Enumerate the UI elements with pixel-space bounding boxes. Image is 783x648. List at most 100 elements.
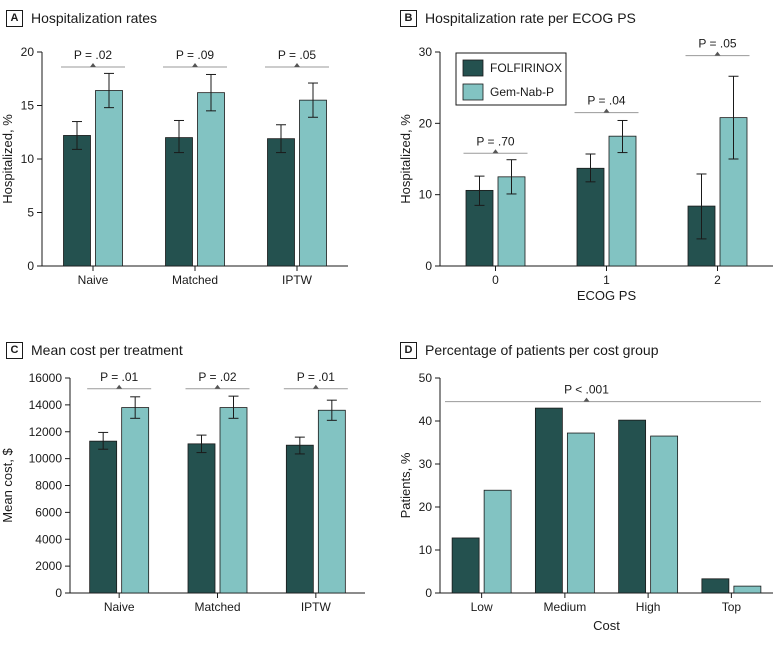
bar-folfirinox <box>534 407 563 594</box>
bar-folfirinox <box>451 537 480 594</box>
bar-folfirinox <box>267 138 295 267</box>
bar-gem-nab-p <box>483 489 512 594</box>
panel-d-title: Percentage of patients per cost group <box>425 342 659 358</box>
x-tick-label: 1 <box>603 273 610 287</box>
bar-folfirinox <box>701 578 730 594</box>
y-tick-label: 14000 <box>29 398 63 412</box>
p-value-label: P = .09 <box>176 48 214 62</box>
p-value-marker <box>714 51 721 56</box>
y-axis-label: Hospitalized, % <box>0 114 15 204</box>
x-tick-label: Top <box>722 600 742 614</box>
bar-gem-nab-p <box>197 92 225 267</box>
bar-gem-nab-p <box>299 99 327 267</box>
p-value-label: P = .70 <box>476 134 514 148</box>
p-value-label: P < .001 <box>564 383 609 397</box>
p-value-label: P = .02 <box>74 48 112 62</box>
y-tick-label: 16000 <box>29 371 63 385</box>
p-value-label: P = .04 <box>587 94 625 108</box>
p-value-marker <box>116 384 123 389</box>
panel-c-letter: C <box>6 341 23 359</box>
p-value-label: P = .01 <box>100 370 138 384</box>
p-value-marker <box>583 397 590 402</box>
x-tick-label: Low <box>471 600 493 614</box>
x-tick-label: Matched <box>194 600 240 614</box>
panel-a: A Hospitalization rates 0 5 10 15 20 Hospital… <box>0 8 380 308</box>
chart-c: 0 2000 4000 6000 8000 10000 12000 14000 16000 Mea… <box>0 370 365 614</box>
p-value-marker <box>603 108 610 113</box>
p-value-label: P = .01 <box>297 370 335 384</box>
bar-gem-nab-p <box>121 407 150 594</box>
y-tick-label: 0 <box>27 259 34 273</box>
legend-swatch <box>462 59 484 77</box>
x-axis-label: ECOG PS <box>577 288 637 303</box>
y-tick-label: 20 <box>419 500 433 514</box>
panel-a-title: Hospitalization rates <box>31 10 158 26</box>
x-tick-label: Naive <box>78 273 109 287</box>
p-value-marker <box>214 384 221 389</box>
bar-gem-nab-p <box>566 432 595 594</box>
bar-gem-nab-p <box>317 409 346 594</box>
x-tick-label: High <box>636 600 661 614</box>
panel-a-header: A Hospitalization rates <box>6 8 157 28</box>
x-tick-label: IPTW <box>301 600 332 614</box>
p-value-marker <box>192 62 198 67</box>
y-tick-label: 30 <box>419 457 433 471</box>
chart-a: 0 5 10 15 20 Hospitalized, % Naive Matched IPTW P… <box>0 45 348 287</box>
bar-gem-nab-p <box>608 135 637 267</box>
panel-b-letter: B <box>400 9 417 27</box>
x-axis-label: Cost <box>593 618 620 633</box>
y-tick-label: 10000 <box>29 452 63 466</box>
y-tick-label: 10 <box>419 543 433 557</box>
y-tick-label: 10 <box>21 152 35 166</box>
y-tick-label: 6000 <box>35 505 62 519</box>
chart-b: 0 10 20 30 Hospitalized, % 0 1 2 P = .70 P = .04 P… <box>398 37 773 303</box>
y-tick-label: 0 <box>425 259 432 273</box>
y-tick-label: 5 <box>27 206 34 220</box>
p-value-marker <box>90 62 96 67</box>
y-tick-label: 40 <box>419 414 433 428</box>
x-tick-label: IPTW <box>282 273 313 287</box>
y-tick-label: 10 <box>419 188 433 202</box>
bar-gem-nab-p <box>219 407 248 594</box>
panel-b-title: Hospitalization rate per ECOG PS <box>425 10 636 26</box>
panel-a-letter: A <box>6 9 23 27</box>
y-axis-label: Patients, % <box>398 452 413 518</box>
y-tick-label: 20 <box>21 45 35 59</box>
p-value-label: P = .02 <box>198 370 236 384</box>
y-tick-label: 20 <box>419 116 433 130</box>
panel-c-header: C Mean cost per treatment <box>6 340 183 360</box>
x-tick-label: 0 <box>492 273 499 287</box>
bar-folfirinox <box>618 419 647 594</box>
y-tick-label: 8000 <box>35 479 62 493</box>
p-value-marker <box>294 62 300 67</box>
legend-label: FOLFIRINOX <box>490 61 562 75</box>
y-tick-label: 50 <box>419 371 433 385</box>
y-tick-label: 30 <box>419 45 433 59</box>
bar-gem-nab-p <box>733 585 762 594</box>
bar-folfirinox <box>165 137 193 267</box>
bar-folfirinox <box>89 440 118 594</box>
chart-d: 0 10 20 30 40 50 Patients, % Low Medium High Top P … <box>398 371 773 633</box>
x-tick-label: Matched <box>172 273 218 287</box>
p-value-label: P = .05 <box>278 48 316 62</box>
bar-folfirinox <box>187 443 216 594</box>
y-tick-label: 0 <box>425 586 432 600</box>
legend-swatch <box>462 83 484 101</box>
panel-b-header: B Hospitalization rate per ECOG PS <box>400 8 636 28</box>
x-tick-label: 2 <box>714 273 721 287</box>
y-tick-label: 0 <box>55 586 62 600</box>
y-tick-label: 4000 <box>35 532 62 546</box>
y-tick-label: 2000 <box>35 559 62 573</box>
panel-b: B Hospitalization rate per ECOG PS 0 10 20… <box>398 8 778 308</box>
x-tick-label: Naive <box>104 600 135 614</box>
bar-folfirinox <box>285 444 314 594</box>
panel-d-letter: D <box>400 341 417 359</box>
legend-label: Gem-Nab-P <box>490 85 554 99</box>
y-tick-label: 15 <box>21 99 35 113</box>
panel-c: C Mean cost per treatment 0 2000 4000 6000 8… <box>0 340 380 640</box>
bar-gem-nab-p <box>497 176 526 267</box>
y-axis-label: Hospitalized, % <box>398 114 413 204</box>
panel-d-header: D Percentage of patients per cost group <box>400 340 658 360</box>
p-value-marker <box>312 384 319 389</box>
bar-gem-nab-p <box>95 90 123 267</box>
